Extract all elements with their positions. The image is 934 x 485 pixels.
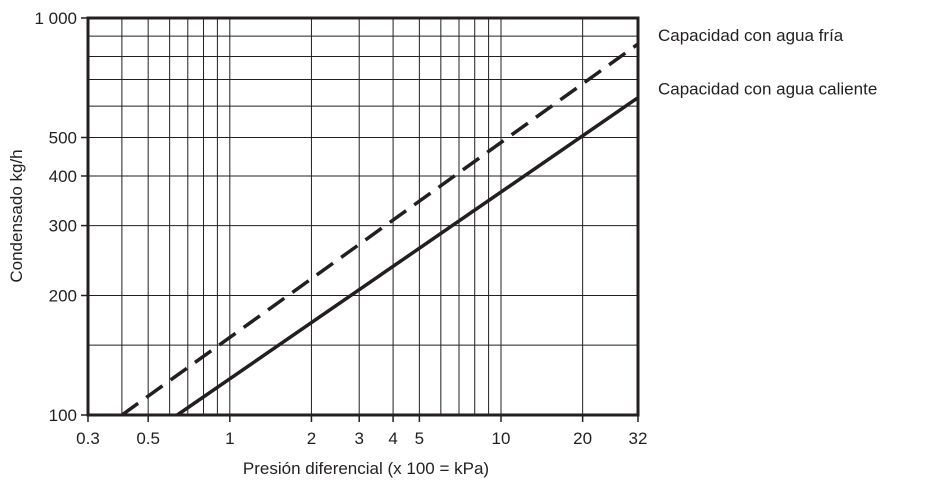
x-tick-label-3: 3 xyxy=(354,429,363,448)
series-label-capacidad-con-agua-caliente: Capacidad con agua caliente xyxy=(658,80,877,99)
x-tick-label-2: 2 xyxy=(307,429,316,448)
x-tick-label-0-5: 0.5 xyxy=(136,429,160,448)
y-tick-label-1-000: 1 000 xyxy=(34,9,77,28)
series-labels: Capacidad con agua fría Capacidad con agu… xyxy=(658,26,877,99)
x-tick-label-4: 4 xyxy=(388,429,397,448)
series-line-capacidad-con-agua-fr-a xyxy=(120,42,640,417)
x-tick-label-1: 1 xyxy=(225,429,234,448)
y-tick-label-300: 300 xyxy=(49,217,77,236)
x-tick-label-32: 32 xyxy=(629,429,648,448)
x-axis-label: Presión diferencial (x 100 = kPa) xyxy=(243,459,489,478)
grid xyxy=(88,18,638,415)
y-axis-label: Condensado kg/h xyxy=(7,149,26,282)
series-label-capacidad-con-agua-fr-a: Capacidad con agua fría xyxy=(658,26,844,45)
x-tick-label-10: 10 xyxy=(492,429,511,448)
x-tick-label-5: 5 xyxy=(415,429,424,448)
x-tick-label-0-3: 0.3 xyxy=(76,429,100,448)
x-tick-label-20: 20 xyxy=(573,429,592,448)
x-axis-ticks: 0.3 0.5 1 2 3 4 5 10 20 32 xyxy=(76,415,647,448)
series-line-capacidad-con-agua-caliente xyxy=(176,96,639,417)
y-axis-ticks: 100 200 300 400 500 1 000 xyxy=(34,9,88,425)
y-tick-label-100: 100 xyxy=(49,406,77,425)
y-tick-label-400: 400 xyxy=(49,167,77,186)
series-layer xyxy=(120,42,640,417)
y-tick-label-500: 500 xyxy=(49,129,77,148)
plot-frame xyxy=(86,16,640,417)
y-tick-label-200: 200 xyxy=(49,286,77,305)
